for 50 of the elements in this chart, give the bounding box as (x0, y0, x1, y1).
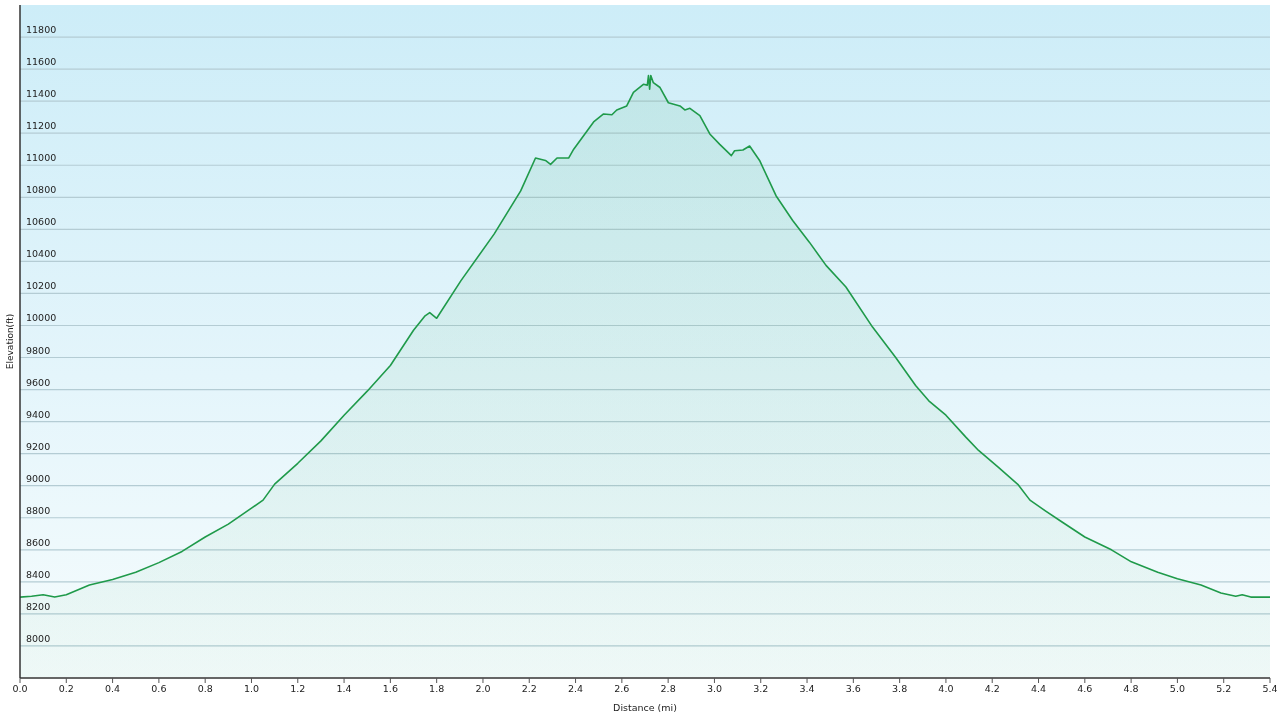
x-tick-label: 3.6 (845, 682, 861, 694)
x-tick-label: 5.0 (1169, 682, 1185, 694)
y-tick-label: 9200 (26, 440, 51, 452)
x-tick-label: 0.0 (12, 682, 28, 694)
y-tick-label: 8200 (26, 600, 51, 612)
x-tick-label: 5.2 (1216, 682, 1232, 694)
y-tick-label: 9800 (26, 344, 51, 356)
x-tick-label: 2.8 (660, 682, 676, 694)
x-tick-label: 2.4 (568, 682, 584, 694)
y-tick-label: 11200 (26, 120, 57, 132)
x-tick-label: 2.0 (475, 682, 491, 694)
y-tick-label: 8600 (26, 536, 51, 548)
y-tick-label: 10800 (26, 184, 57, 196)
x-tick-label: 4.0 (938, 682, 954, 694)
x-tick-label: 0.8 (197, 682, 213, 694)
x-tick-label: 4.8 (1123, 682, 1139, 694)
x-tick-label: 4.4 (1030, 682, 1047, 694)
y-tick-label: 11000 (26, 152, 57, 164)
y-tick-label: 10200 (26, 280, 57, 292)
y-tick-label: 9400 (26, 408, 51, 420)
y-tick-label: 10400 (26, 248, 57, 260)
y-tick-label: 10600 (26, 216, 57, 228)
x-tick-label: 0.6 (151, 682, 167, 694)
x-tick-label: 1.8 (429, 682, 445, 694)
x-tick-label: 3.0 (706, 682, 722, 694)
x-tick-label: 1.4 (336, 682, 352, 694)
x-tick-label: 1.2 (290, 682, 306, 694)
y-axis-title: Elevation(ft) (5, 313, 16, 370)
x-tick-label: 0.4 (105, 682, 121, 694)
y-tick-label: 8800 (26, 504, 51, 516)
x-tick-label: 4.6 (1077, 682, 1093, 694)
y-tick-label: 8000 (26, 632, 51, 644)
y-tick-label: 11400 (26, 88, 57, 100)
x-tick-label: 4.2 (984, 682, 1000, 694)
y-tick-label: 11600 (26, 56, 57, 68)
x-tick-label: 5.4 (1262, 682, 1278, 694)
x-tick-label: 1.0 (243, 682, 260, 694)
x-axis-title: Distance (mi) (613, 702, 677, 713)
x-tick-label: 3.4 (799, 682, 815, 694)
x-tick-label: 2.6 (614, 682, 630, 694)
y-tick-label: 9600 (26, 376, 51, 388)
x-tick-label: 0.2 (58, 682, 74, 694)
y-tick-label: 9000 (26, 472, 51, 484)
x-tick-label: 1.6 (382, 682, 398, 694)
y-tick-label: 10000 (26, 312, 57, 324)
x-tick-label: 3.8 (892, 682, 908, 694)
x-tick-label: 3.2 (753, 682, 769, 694)
x-tick-label: 2.2 (521, 682, 537, 694)
y-tick-label: 8400 (26, 568, 51, 580)
y-tick-label: 11800 (26, 24, 57, 36)
